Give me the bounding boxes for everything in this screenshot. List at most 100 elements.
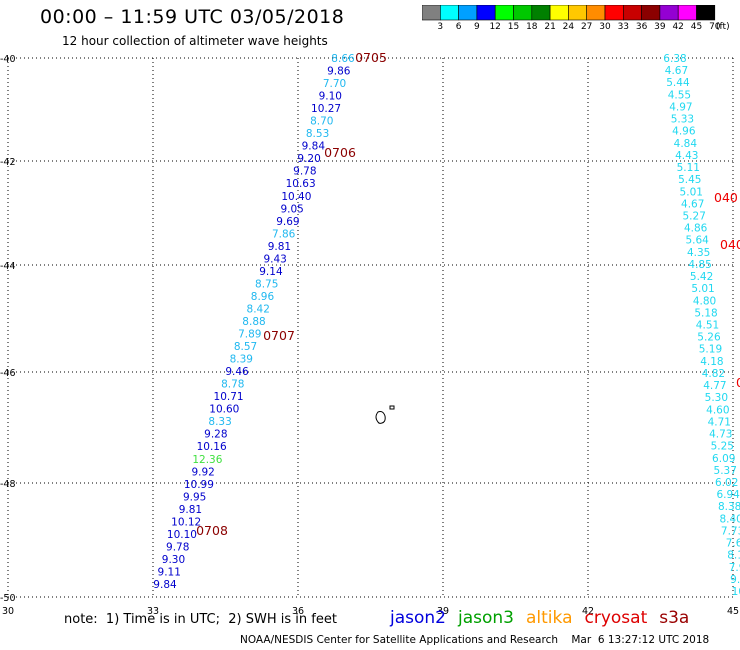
swh-value-label: 9.2	[730, 574, 740, 586]
color-scale-label: 27	[580, 22, 593, 32]
swh-value-label: 5.26	[697, 332, 721, 344]
footer-credit: NOAA/NESDIS Center for Satellite Applica…	[240, 634, 710, 646]
swh-value-label: 5.11	[677, 162, 700, 174]
swh-value-label: 5.42	[690, 271, 713, 283]
swh-value-label: 10.40	[281, 191, 311, 203]
swh-value-label: 9.30	[162, 554, 185, 566]
swh-value-label: 6.02	[715, 477, 738, 489]
swh-value-label: 8.40	[719, 513, 740, 525]
swh-value-label: 8.38	[718, 501, 740, 513]
color-scale-label: 30	[599, 22, 611, 32]
color-scale-label: 3	[437, 22, 444, 32]
island-outline	[389, 405, 395, 410]
color-scale-bar	[422, 5, 716, 21]
swh-value-label: 9.14	[259, 266, 283, 278]
time-label: 0705	[355, 50, 387, 65]
swh-value-label: 4.55	[668, 89, 691, 101]
latitude-label: -40	[0, 54, 16, 65]
satellite-legend-item: s3a	[659, 608, 690, 628]
swh-value-label: 8.70	[310, 116, 333, 128]
satellite-legend-item: cryosat	[584, 608, 648, 628]
swh-value-label: 8.1	[727, 550, 740, 562]
legend-note: note: 1) Time is in UTC; 2) SWH is in fe…	[64, 612, 337, 627]
longitude-label: 36	[292, 606, 304, 617]
swh-value-label: 10.99	[184, 479, 214, 491]
longitude-label: 39	[437, 606, 449, 617]
swh-value-label: 9.69	[276, 216, 299, 228]
swh-value-label: 10.63	[286, 178, 316, 190]
swh-value-label: 7.86	[272, 228, 296, 240]
swh-value-label: 8.96	[251, 291, 275, 303]
swh-value-label: 10.10	[167, 529, 197, 541]
swh-value-label: 10.71	[214, 391, 244, 403]
swh-value-label: 4.18	[700, 356, 723, 368]
longitude-label: 45	[727, 606, 739, 617]
swh-value-label: 4.73	[709, 429, 732, 441]
swh-value-label: 8.57	[234, 341, 257, 353]
satellite-legend: jason2 jason3 altika cryosat s3a	[390, 608, 701, 628]
swh-value-label: 4.67	[681, 198, 704, 210]
swh-value-label: 8.78	[221, 379, 244, 391]
time-label: 0706	[324, 145, 356, 160]
longitude-label: 33	[147, 606, 159, 617]
swh-value-label: 4.80	[693, 295, 716, 307]
color-scale-label: 45	[690, 22, 703, 32]
swh-value-label: 4.67	[665, 65, 688, 77]
swh-value-label: 10.16	[197, 441, 227, 453]
color-scale-label: 39	[654, 22, 666, 32]
swh-value-label: 5.37	[714, 465, 737, 477]
swh-value-label: 9.78	[166, 541, 189, 553]
swh-value-label: 4.51	[696, 320, 719, 332]
swh-value-label: 7.73	[721, 525, 740, 537]
swh-value-label: 7.89	[238, 329, 261, 341]
longitude-label: 42	[582, 606, 594, 617]
swh-value-label: 8.39	[230, 354, 253, 366]
map-subtitle: 12 hour collection of altimeter wave hei…	[62, 34, 328, 48]
swh-value-label: 5.30	[705, 392, 728, 404]
color-scale-label: 42	[672, 22, 684, 32]
swh-value-label: 6.94	[716, 489, 740, 501]
swh-value-label: 5.01	[680, 186, 703, 198]
swh-value-label: 8.66	[331, 53, 355, 65]
satellite-legend-item: jason3	[458, 608, 514, 628]
swh-value-label: 5.18	[694, 307, 717, 319]
time-label: 040	[720, 237, 740, 252]
swh-value-label: 5.44	[666, 77, 690, 89]
swh-value-label: 9.11	[158, 566, 181, 578]
swh-value-label: 7.9	[729, 562, 740, 574]
time-label: 0	[736, 375, 740, 390]
latitude-label: -48	[0, 479, 16, 490]
swh-value-label: 6.09	[712, 453, 735, 465]
swh-value-label: 9.46	[225, 366, 249, 378]
swh-value-label: 7.70	[323, 78, 346, 90]
swh-value-label: 9.81	[268, 241, 291, 253]
swh-value-label: 4.77	[703, 380, 726, 392]
swh-value-label: 10.12	[171, 516, 201, 528]
swh-value-label: 9.28	[204, 429, 227, 441]
swh-value-label: 9.92	[191, 466, 214, 478]
color-scale-label: 9	[474, 22, 480, 32]
satellite-legend-item: jason2	[390, 608, 446, 628]
swh-value-label: 5.01	[691, 283, 714, 295]
color-scale-unit: (ft)	[716, 22, 730, 32]
time-label: 040	[714, 190, 738, 205]
swh-value-label: 7.6	[726, 538, 740, 550]
swh-value-label: 5.64	[685, 235, 709, 247]
swh-value-label: 8.42	[247, 303, 270, 315]
latitude-label: -50	[0, 593, 16, 604]
map-title: 00:00 – 11:59 UTC 03/05/2018	[40, 6, 345, 28]
swh-value-label: 9.86	[327, 66, 351, 78]
color-scale-label: 12	[489, 22, 501, 32]
swh-value-label: 5.19	[699, 344, 722, 356]
swh-value-label: 9.84	[153, 579, 177, 591]
swh-value-label: 4.35	[687, 247, 710, 259]
swh-value-label: 9.95	[183, 491, 206, 503]
swh-value-label: 9.81	[179, 504, 202, 516]
latitude-label: -42	[0, 157, 16, 168]
swh-value-label: 8.53	[306, 128, 329, 140]
longitude-label: 30	[2, 606, 14, 617]
swh-value-label: 8.75	[255, 278, 278, 290]
color-scale-label: 24	[562, 22, 575, 32]
swh-value-label: 5.45	[678, 174, 701, 186]
